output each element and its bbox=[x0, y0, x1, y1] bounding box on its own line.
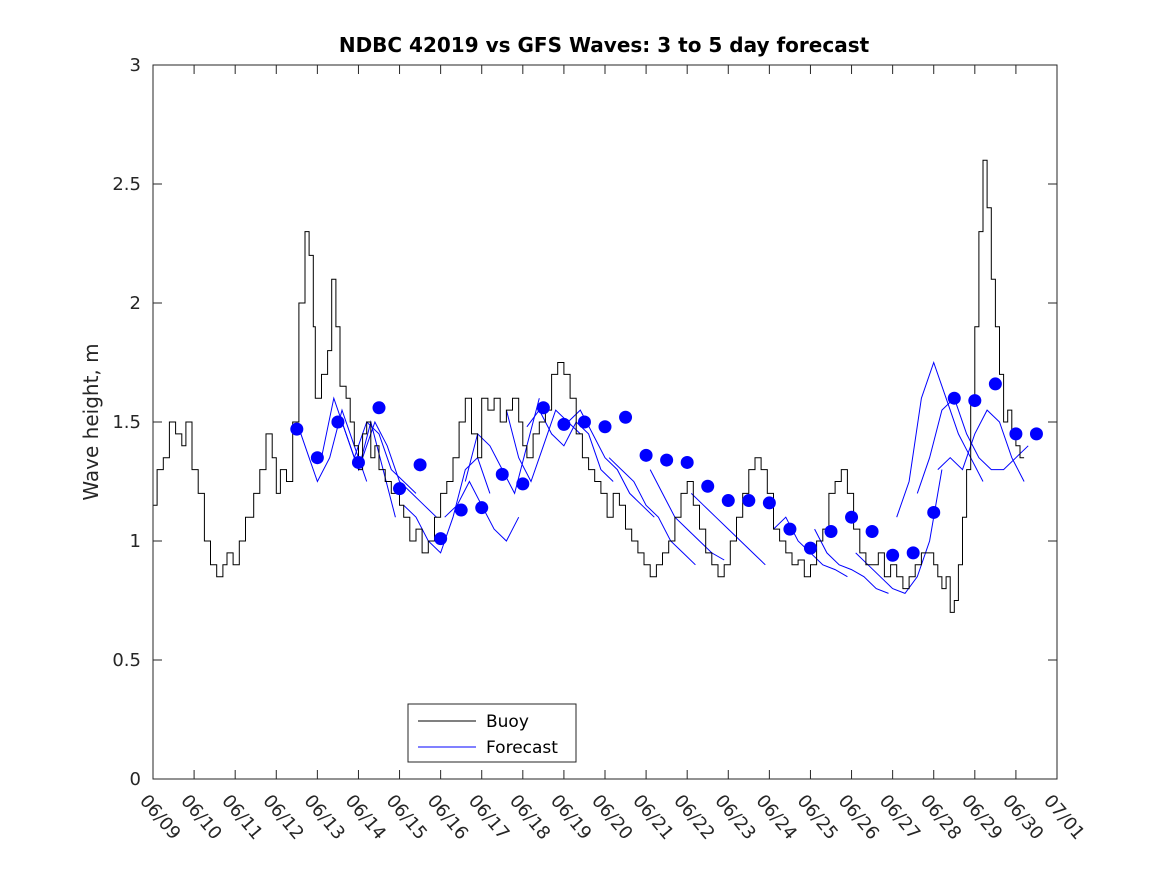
forecast-point bbox=[495, 467, 509, 481]
y-tick-label: 3 bbox=[130, 55, 141, 76]
series-line-forecast bbox=[814, 528, 889, 594]
series-line-buoy bbox=[153, 159, 1025, 613]
forecast-point bbox=[803, 541, 817, 555]
y-tick-label: 0 bbox=[130, 769, 141, 790]
forecast-point bbox=[577, 415, 591, 429]
legend-label-forecast: Forecast bbox=[486, 738, 558, 758]
y-tick-label: 2 bbox=[130, 293, 141, 314]
forecast-point bbox=[290, 422, 304, 436]
forecast-point bbox=[701, 479, 715, 493]
series-line-forecast bbox=[608, 457, 696, 566]
forecast-point bbox=[762, 496, 776, 510]
forecast-point bbox=[475, 501, 489, 515]
series-line-forecast bbox=[855, 469, 943, 595]
forecast-point bbox=[1009, 427, 1023, 441]
y-tick-label: 2.5 bbox=[112, 174, 141, 195]
forecast-point bbox=[906, 546, 920, 560]
forecast-point bbox=[413, 458, 427, 472]
forecast-point bbox=[927, 505, 941, 519]
series-line-forecast bbox=[896, 360, 984, 518]
forecast-point bbox=[372, 401, 386, 415]
series-line-forecast bbox=[567, 409, 655, 518]
forecast-point bbox=[680, 455, 694, 469]
y-tick-label: 1 bbox=[130, 531, 141, 552]
forecast-point bbox=[310, 451, 324, 465]
forecast-point bbox=[434, 532, 448, 546]
forecast-point bbox=[619, 410, 633, 424]
series-line-forecast bbox=[526, 409, 614, 482]
forecast-point bbox=[660, 453, 674, 467]
y-tick-label: 0.5 bbox=[112, 650, 141, 671]
series-line-forecast bbox=[362, 420, 437, 518]
y-axis: 0 0.5 1 1.5 2 2.5 3 bbox=[112, 55, 1057, 790]
forecast-point bbox=[947, 391, 961, 405]
legend-box bbox=[407, 703, 577, 763]
forecast-point bbox=[516, 477, 530, 491]
forecast-point bbox=[351, 455, 365, 469]
series-line-forecast bbox=[916, 397, 1029, 494]
forecast-point bbox=[454, 503, 468, 517]
series-line-forecast bbox=[403, 456, 491, 554]
y-axis-label: Wave height, m bbox=[79, 343, 103, 500]
forecast-point bbox=[721, 494, 735, 508]
y-tick-label: 1.5 bbox=[112, 412, 141, 433]
forecast-point bbox=[783, 522, 797, 536]
forecast-point bbox=[886, 548, 900, 562]
forecast-point bbox=[968, 394, 982, 408]
forecast-point bbox=[1029, 427, 1043, 441]
series-line-forecast bbox=[937, 409, 1025, 482]
plot-frame bbox=[152, 64, 1058, 780]
forecast-point bbox=[742, 494, 756, 508]
forecast-point bbox=[865, 524, 879, 538]
forecast-point bbox=[536, 401, 550, 415]
forecast-point bbox=[824, 524, 838, 538]
forecast-point bbox=[598, 420, 612, 434]
chart-title: NDBC 42019 vs GFS Waves: 3 to 5 day fore… bbox=[339, 33, 870, 57]
forecast-point bbox=[639, 448, 653, 462]
forecast-point bbox=[393, 482, 407, 496]
legend-label-buoy: Buoy bbox=[486, 712, 529, 732]
forecast-point bbox=[557, 417, 571, 431]
forecast-point bbox=[845, 510, 859, 524]
series-line-forecast bbox=[690, 493, 766, 566]
forecast-point bbox=[331, 415, 345, 429]
legend: Buoy Forecast bbox=[407, 703, 577, 763]
forecast-point bbox=[988, 377, 1002, 391]
marker-layer bbox=[290, 377, 1043, 562]
